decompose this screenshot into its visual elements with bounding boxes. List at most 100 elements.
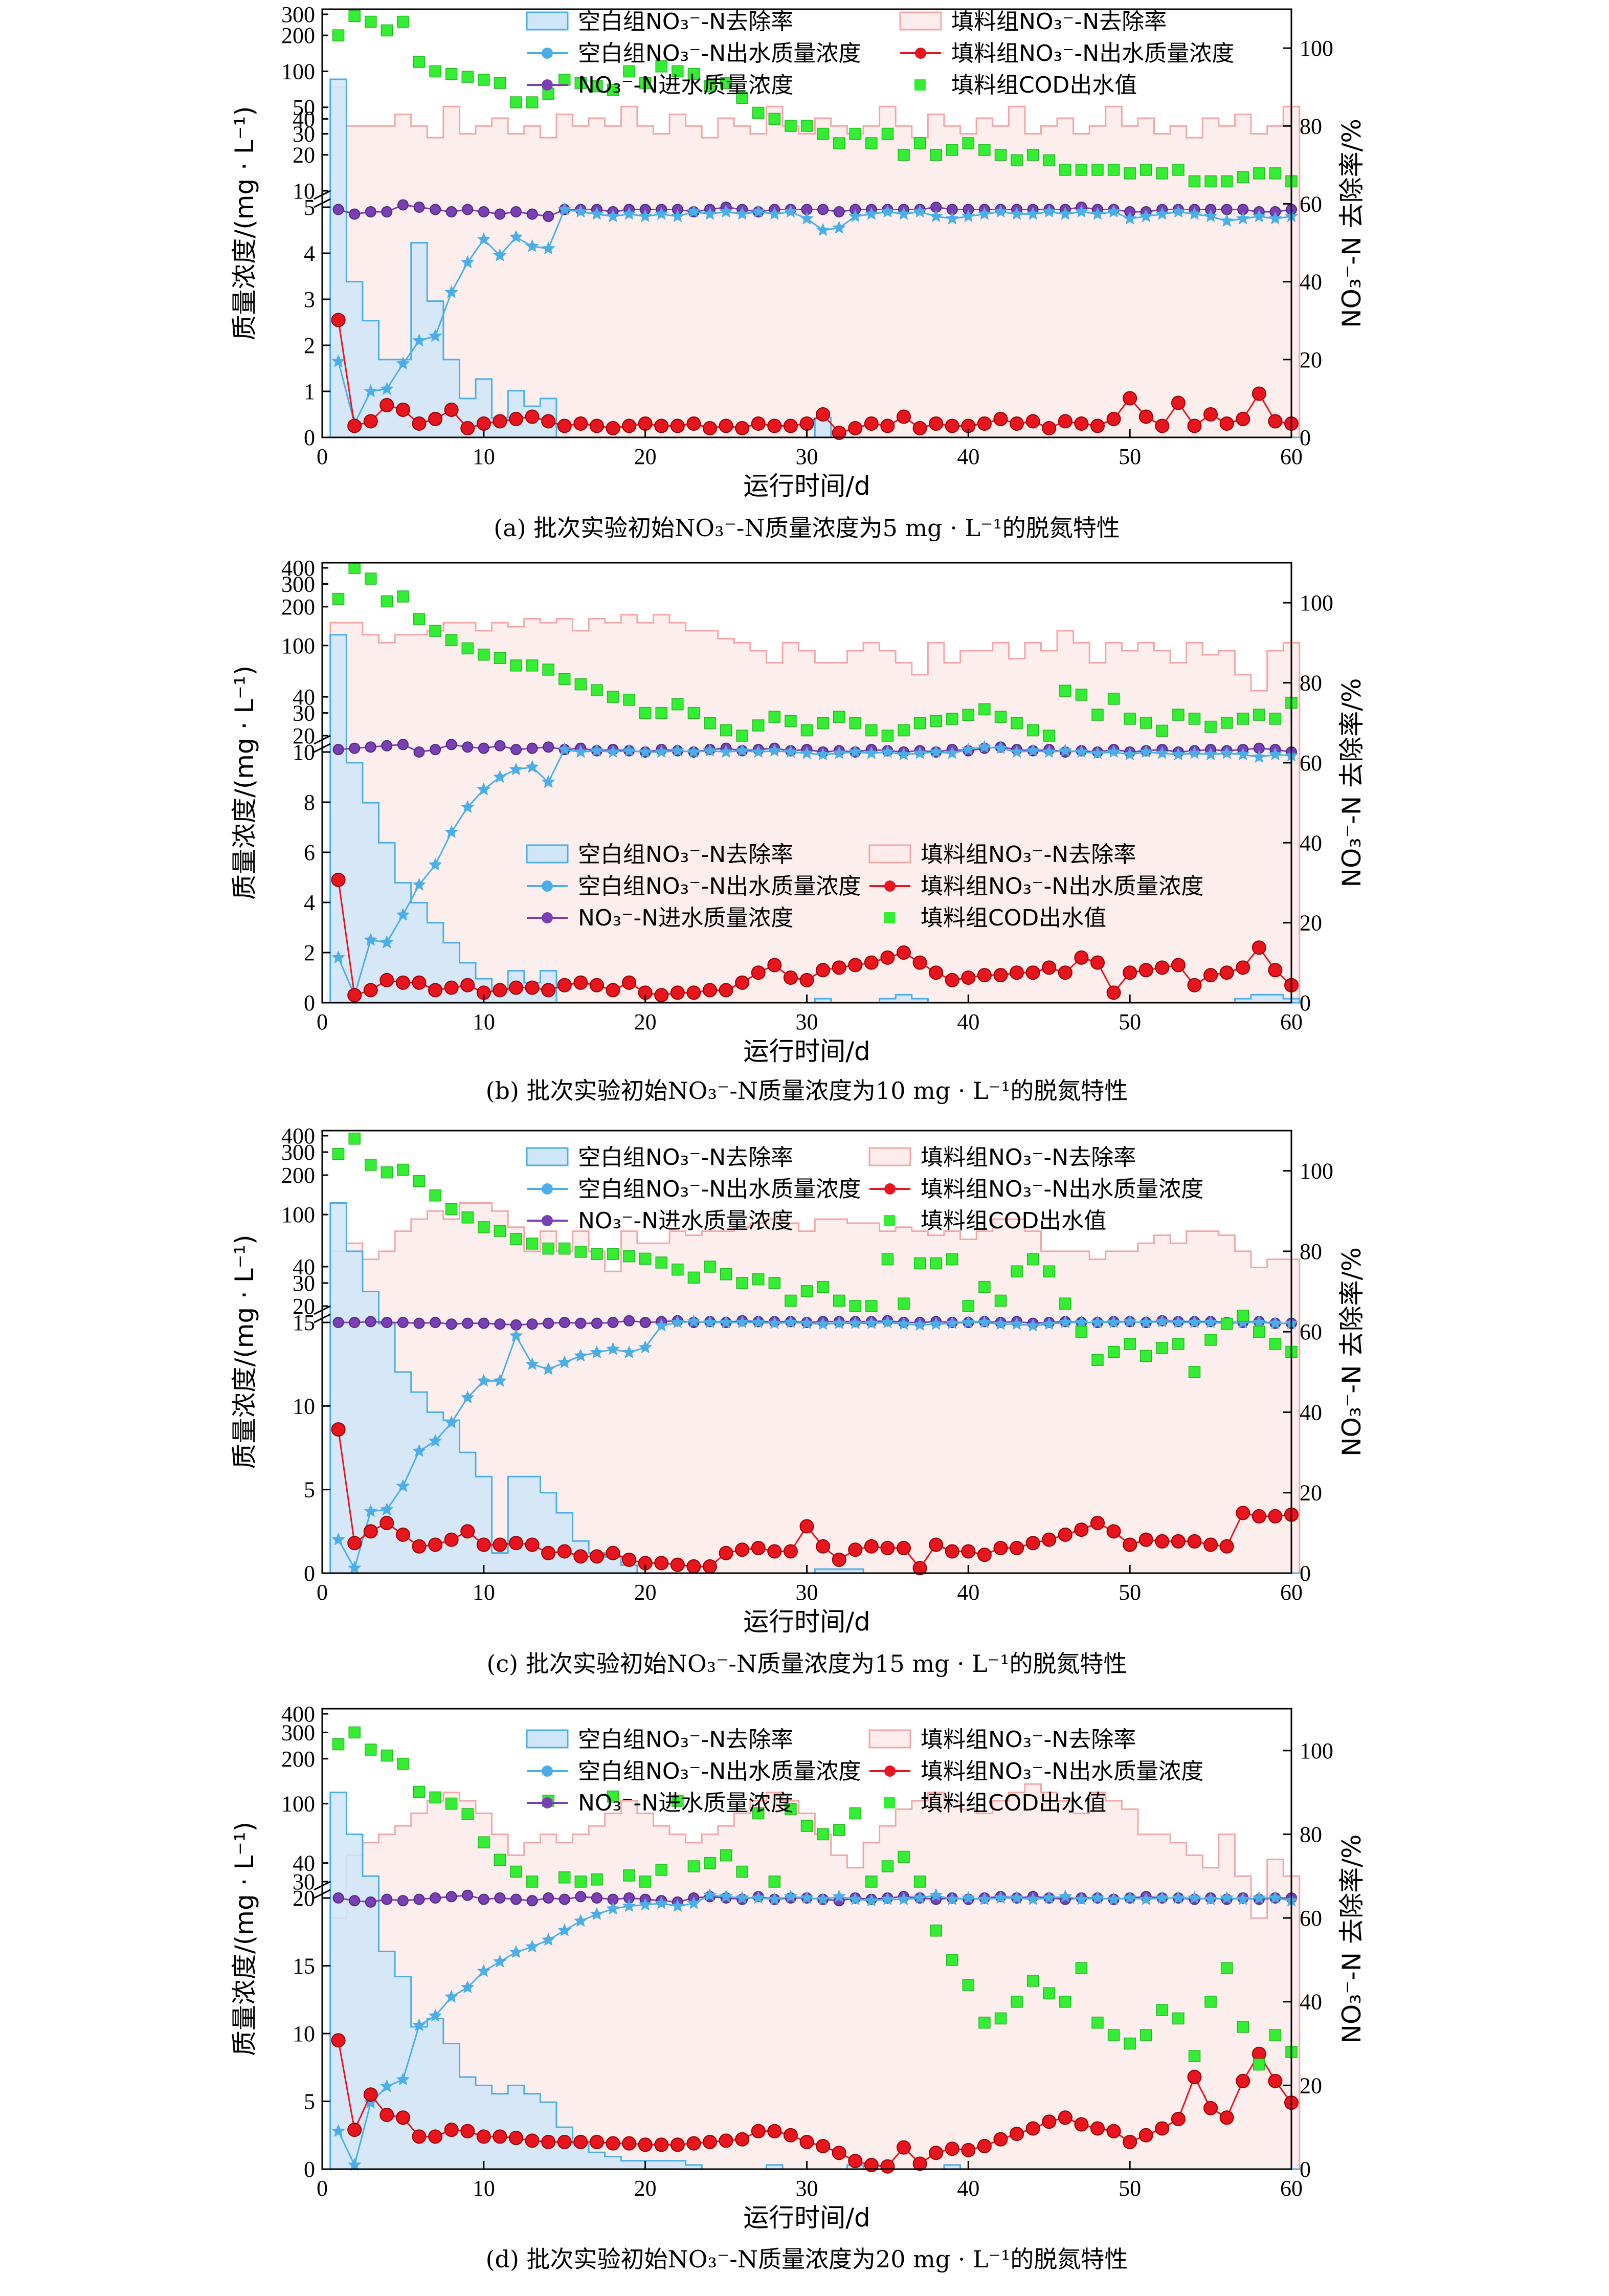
axis-break-mark [314,198,331,208]
blank-effluent-no3-n-point [525,1357,539,1370]
y-left-axis-title: 质量浓度/(mg · L⁻¹) [230,666,259,900]
packing-effluent-no3-n-point [1138,1532,1153,1547]
legend-label: 填料组COD出水值 [921,1790,1106,1816]
packing-cod-point [672,698,684,711]
packing-cod-point [413,1175,426,1187]
packing-effluent-no3-n-point [1106,412,1121,426]
blank-effluent-no3-n-point [1075,1892,1088,1905]
packing-effluent-no3-n-point [460,978,475,992]
axis-break-mark [314,1305,331,1315]
legend-swatch [914,79,926,91]
blank-effluent-no3-n-point [606,1342,620,1355]
legend-item: 填料组NO₃⁻-N去除率 [868,842,1136,868]
packing-effluent-no3-n-point [897,409,911,424]
packing-effluent-no3-n-point [428,983,443,998]
packing-cod-point [768,1875,781,1888]
packing-cod-point [1011,717,1023,730]
blank-effluent-no3-n-point [671,1898,685,1912]
blank-effluent-no3-n-point [1188,1891,1201,1904]
packing-effluent-no3-n-point [363,414,378,429]
blank-effluent-no3-n-point [622,207,636,220]
blank-effluent-no3-n-point [1075,745,1088,758]
blank-effluent-no3-n-point [800,746,814,759]
influent-no3-n-point [510,1319,522,1331]
packing-cod-point [898,1297,910,1310]
packing-effluent-no3-n-point [1025,965,1040,980]
influent-no3-n-point [381,740,393,752]
packing-effluent-no3-n-point [832,426,846,440]
y-left-tick-label: 15 [293,1954,315,1979]
packing-effluent-no3-n-point [589,2135,604,2149]
y-right-tick-label: 20 [1300,347,1322,372]
x-tick-label: 20 [634,444,657,469]
blank-effluent-no3-n-point [945,746,959,759]
packing-cod-point [558,1871,571,1884]
x-tick-label: 40 [957,1580,979,1605]
legend-swatch [526,1729,569,1749]
packing-cod-point [752,719,765,732]
packing-cod-point [1220,175,1233,188]
packing-removal-rate-area [329,1202,1301,1574]
packing-effluent-no3-n-point [606,1546,620,1560]
packing-cod-point [348,562,361,574]
influent-no3-n-point [413,746,425,758]
packing-effluent-no3-n-point [929,1537,944,1552]
influent-no3-n-point [332,1892,344,1904]
blank-effluent-no3-n-point [638,1340,652,1354]
blank-effluent-no3-n-point [428,1433,442,1447]
blank-effluent-no3-n-point [703,1315,717,1329]
packing-cod-point [574,1875,587,1888]
y-right-tick-label: 60 [1300,750,1322,776]
blank-effluent-no3-n-point [1123,747,1137,761]
packing-cod-point [704,1857,716,1869]
packing-cod-point [429,1791,441,1804]
packing-cod-point [1253,2058,1265,2071]
influent-no3-n-point [397,739,409,750]
blank-effluent-no3-n-point [848,209,862,223]
packing-effluent-no3-n-point [460,2124,475,2138]
legend-label: 空白组NO₃⁻-N出水质量浓度 [578,873,861,899]
blank-effluent-no3-n-point [1268,211,1282,225]
packing-cod-point [1075,1326,1088,1338]
packing-cod-point [898,148,910,161]
legend-item: 填料组NO₃⁻-N出水质量浓度 [869,1758,1203,1784]
blank-effluent-no3-n-point [606,209,620,223]
packing-cod-point [1140,2029,1152,2041]
legend-item: 空白组NO₃⁻-N出水质量浓度 [527,1758,861,1784]
y-left-upper-tick-label: 20 [293,723,315,748]
packing-cod-point [397,590,409,603]
blank-effluent-no3-n-point [703,743,717,757]
packing-effluent-no3-n-point [767,418,782,433]
packing-effluent-no3-n-point [767,2124,782,2138]
packing-cod-point [865,1875,878,1888]
legend-label: 填料组NO₃⁻-N出水质量浓度 [951,40,1234,67]
blank-effluent-no3-n-point [654,207,668,220]
x-tick-label: 20 [634,1009,657,1034]
packing-cod-point [800,1820,813,1832]
packing-cod-point [994,2012,1007,2025]
packing-cod-point [1253,1326,1265,1338]
packing-effluent-no3-n-point [1219,416,1234,431]
blank-effluent-no3-n-point [1252,749,1266,763]
packing-effluent-no3-n-point [1171,958,1186,973]
packing-cod-point [461,1211,474,1224]
packing-effluent-no3-n-point [848,2154,863,2169]
blank-effluent-no3-n-point [1042,1317,1056,1330]
packing-cod-point [574,678,587,691]
packing-effluent-no3-n-point [525,2133,540,2148]
legend-item: 空白组NO₃⁻-N去除率 [526,1727,793,1753]
packing-effluent-no3-n-point [395,1527,410,1542]
blank-effluent-no3-n-point [671,1315,685,1329]
packing-cod-point [1124,167,1136,180]
packing-cod-point [1156,2004,1169,2016]
packing-cod-point [655,1256,667,1269]
blank-effluent-no3-n-point [1220,1891,1234,1904]
packing-effluent-no3-n-point [719,983,733,998]
packing-effluent-no3-n-point [1187,418,1202,433]
packing-effluent-no3-n-point [638,416,653,431]
packing-cod-point [1011,1995,1023,2008]
packing-cod-point [1188,713,1201,725]
packing-cod-point [704,80,716,93]
packing-cod-point [623,693,635,706]
packing-effluent-no3-n-point [1203,407,1218,422]
